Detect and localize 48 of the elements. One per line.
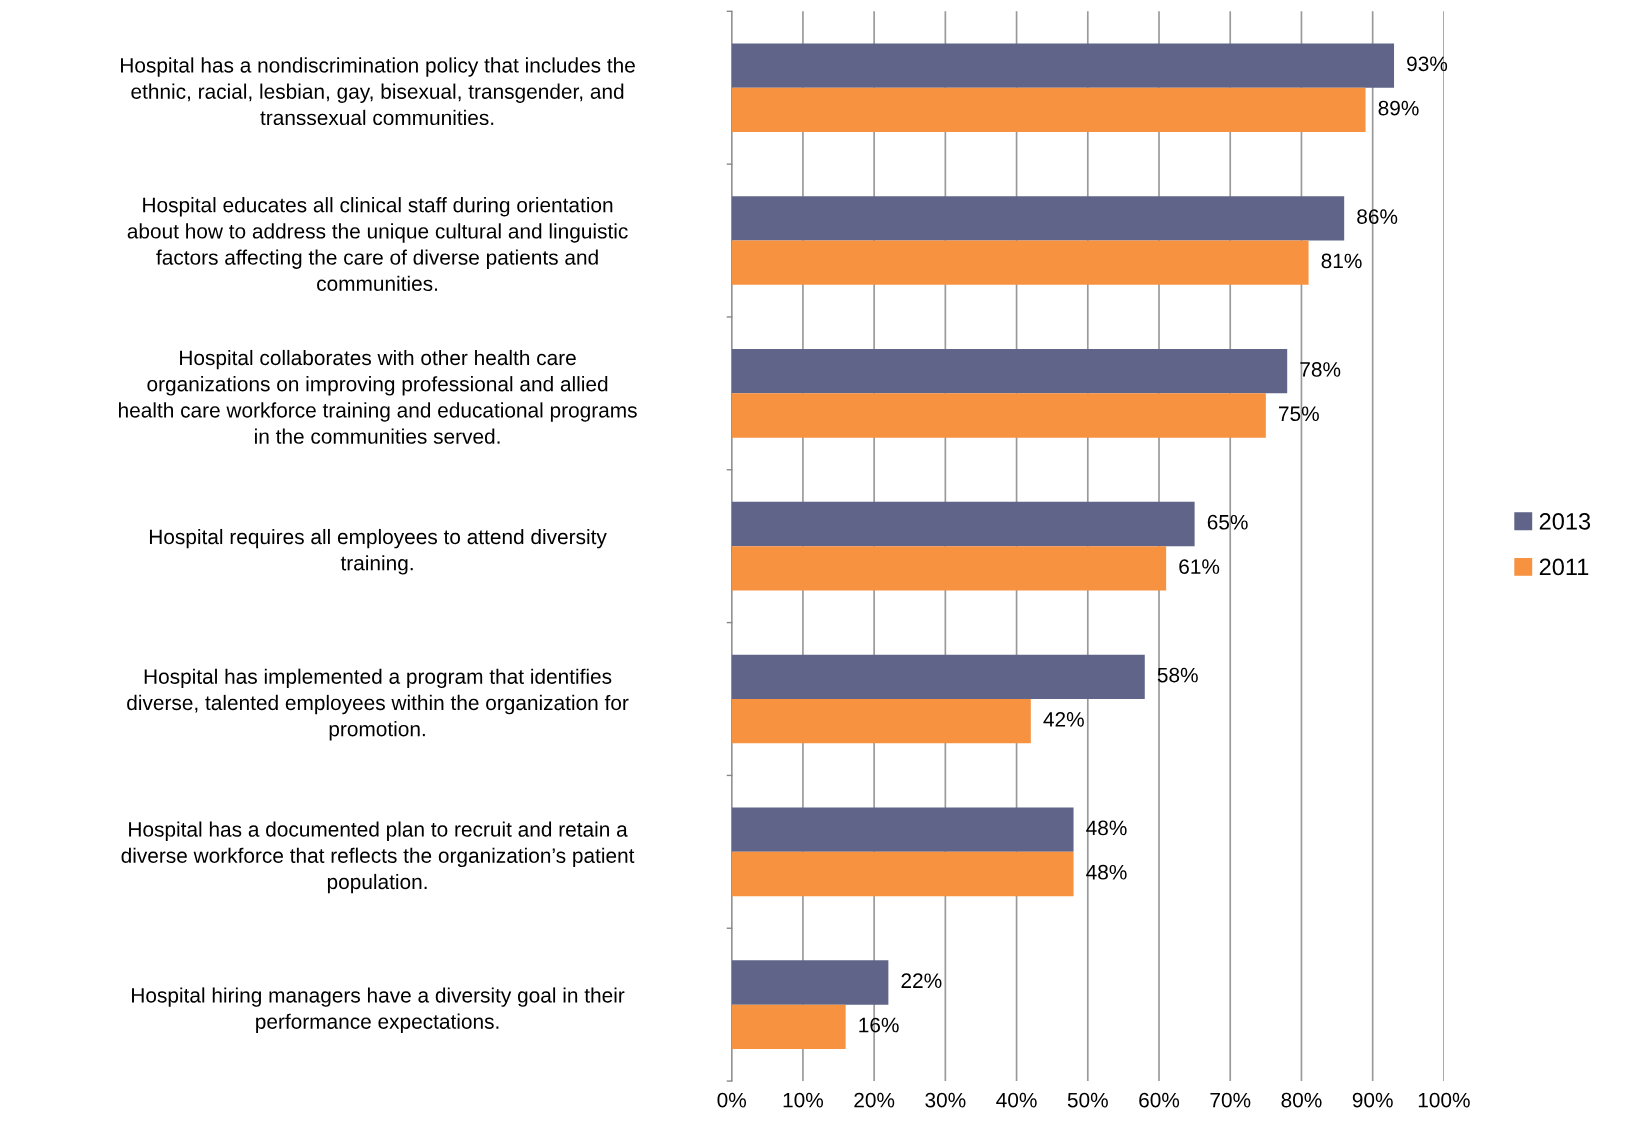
data-label: 65% xyxy=(1207,514,1248,530)
y-tick-label: Hospital educates all clinical staff during orientation about how to address the unique cultural and linguistic factors affecting the care of diverse patients and communities. xyxy=(127,197,628,292)
bar xyxy=(731,87,1366,133)
bar xyxy=(731,654,1145,700)
x-tick-label: 80% xyxy=(1281,1092,1322,1108)
bar xyxy=(731,807,1074,852)
bar xyxy=(731,851,1074,897)
y-tick-label: Hospital has a documented plan to recruit and retain a diverse workforce that reflects the organization’s patient population. xyxy=(121,821,635,894)
bar xyxy=(731,501,1195,547)
data-label: 89% xyxy=(1378,100,1419,116)
data-label: 48% xyxy=(1086,864,1127,880)
data-label: 61% xyxy=(1179,559,1220,574)
legend-label: 2013 xyxy=(1539,513,1591,530)
x-tick-label: 90% xyxy=(1352,1092,1393,1108)
bar xyxy=(731,393,1266,438)
y-tick-label: Hospital collaborates with other health care organizations on improving professional and allied health care workforce training and educational programs in the communities served. xyxy=(119,349,637,444)
data-label: 78% xyxy=(1300,362,1341,377)
data-label: 58% xyxy=(1157,667,1198,683)
data-label: 22% xyxy=(901,973,942,988)
data-label: 93% xyxy=(1407,56,1448,72)
data-label: 42% xyxy=(1043,712,1084,727)
bar xyxy=(731,196,1345,241)
y-tick-label: Hospital hiring managers have a diversity goal in their performance expectations. xyxy=(132,987,625,1034)
y-tick-label: Hospital has implemented a program that identifies diverse, talented employees within the organization for promotion. xyxy=(127,668,629,741)
x-tick-label: 30% xyxy=(925,1092,966,1108)
bar xyxy=(731,240,1309,285)
data-label: 86% xyxy=(1357,209,1398,224)
bar xyxy=(731,1004,846,1049)
x-tick-label: 50% xyxy=(1067,1092,1108,1108)
bar xyxy=(731,349,1288,394)
bar xyxy=(731,43,1395,88)
x-tick-label: 70% xyxy=(1210,1092,1251,1108)
data-label: 81% xyxy=(1321,253,1362,269)
data-label: 75% xyxy=(1279,406,1319,422)
data-label: 16% xyxy=(859,1017,899,1033)
x-tick-label: 0% xyxy=(717,1092,747,1108)
bar xyxy=(731,960,889,1005)
x-tick-label: 60% xyxy=(1139,1092,1180,1108)
y-tick-label: Hospital has a nondiscrimination policy that includes the ethnic, racial, lesbian, gay, bisexual, transgender, and transsexual communities. xyxy=(121,57,635,126)
x-tick-label: 20% xyxy=(854,1092,895,1108)
x-tick-label: 40% xyxy=(996,1092,1037,1108)
x-tick-label: 10% xyxy=(783,1092,824,1108)
legend-label: 2011 xyxy=(1539,558,1589,576)
data-label: 48% xyxy=(1086,820,1127,836)
bar xyxy=(731,546,1167,591)
x-tick-label: 100% xyxy=(1418,1092,1470,1108)
y-tick-label: Hospital requires all employees to attend diversity training. xyxy=(149,528,607,575)
bar xyxy=(731,699,1031,744)
